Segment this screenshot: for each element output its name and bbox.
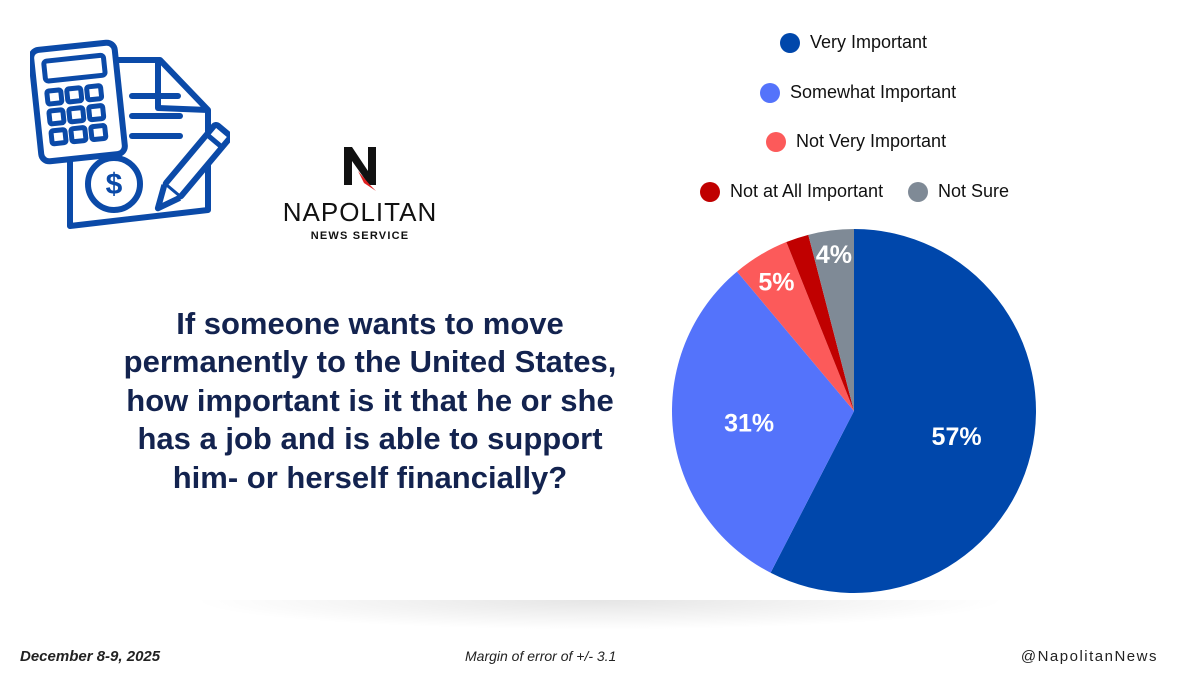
question-text: If someone wants to move permanently to … [123, 306, 617, 495]
pie-slice-somewhat-important [672, 271, 854, 573]
pie-label-not-sure: 4% [816, 241, 852, 269]
pie-slice-very-important [770, 229, 1036, 594]
legend-label: Not Sure [938, 181, 1010, 201]
legend-item-not-at-all-important: Not at All Important [700, 181, 883, 202]
legend-item-somewhat-important: Somewhat Important [760, 82, 956, 103]
footer-handle: @NapolitanNews [1020, 648, 1158, 665]
shadow-divider [190, 600, 1010, 630]
pie-label-very-important: 57% [932, 423, 982, 451]
logo-subtitle: NEWS SERVICE [310, 230, 410, 242]
legend-item-very-important: Very Important [780, 32, 927, 53]
legend-label: Somewhat Important [790, 82, 957, 102]
pie-label-somewhat-important: 31% [724, 410, 774, 438]
pie-slice-not-very-important [737, 242, 854, 411]
legend-label: Not at All Important [730, 181, 884, 201]
pie-slice-not-at-all-important [786, 234, 854, 411]
napolitan-logo: NAPOLITAN NEWS SERVICE [270, 145, 450, 242]
legend-swatch [700, 181, 720, 202]
legend-swatch [908, 181, 928, 202]
legend-swatch [766, 131, 786, 152]
legend-swatch [780, 32, 800, 53]
legend-swatch [760, 82, 780, 103]
legend-item-not-sure: Not Sure [908, 181, 1009, 202]
legend-item-not-very-important: Not Very Important [766, 131, 946, 152]
calculator-invoice-icon: $ [28, 38, 233, 238]
svg-text:$: $ [106, 168, 123, 201]
footer-margin-of-error: Margin of error of +/- 3.1 [465, 648, 617, 664]
legend-label: Not Very Important [796, 131, 947, 151]
logo-name: NAPOLITAN [282, 197, 438, 227]
footer-date: December 8-9, 2025 [20, 648, 161, 665]
napolitan-n-logo-icon [344, 147, 376, 191]
legend-label: Very Important [810, 32, 928, 52]
pie-label-not-very-important: 5% [758, 268, 794, 296]
pie-slice-not-sure [808, 229, 854, 411]
